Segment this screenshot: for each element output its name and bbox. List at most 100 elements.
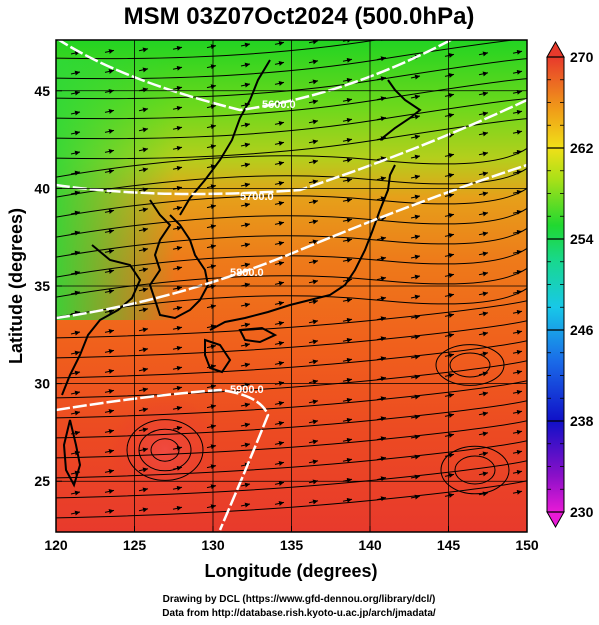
wind-arrow <box>240 382 251 388</box>
wind-arrow <box>410 394 421 400</box>
wind-arrow <box>274 41 285 46</box>
colorbar-gradient <box>547 57 564 512</box>
wind-arrow <box>138 307 149 313</box>
wind-arrow <box>410 414 421 420</box>
wind-arrow <box>274 501 285 506</box>
anticyclone-streamline <box>449 352 491 378</box>
wind-arrow <box>444 73 455 78</box>
wind-arrow <box>274 141 285 146</box>
wind-arrow <box>410 274 421 280</box>
wind-arrow <box>104 469 115 474</box>
plot-area: 120 125 130 135 140 145 150 25 30 35 40 45 5600.0 57… <box>34 39 539 553</box>
streamline <box>56 400 527 439</box>
wind-arrow <box>138 67 149 73</box>
wind-arrow <box>342 117 353 123</box>
y-tick-label: 25 <box>34 473 50 489</box>
wind-arrow <box>512 349 523 355</box>
coastline-korea <box>148 199 210 320</box>
wind-arrow <box>444 253 455 258</box>
wind-arrow <box>172 165 183 171</box>
wind-arrow <box>308 339 319 345</box>
wind-arrow <box>512 489 523 495</box>
wind-arrow <box>172 85 183 91</box>
wind-arrow <box>410 194 421 200</box>
wind-arrow <box>274 321 285 326</box>
wind-arrow <box>138 167 149 173</box>
wind-arrow <box>104 309 115 314</box>
wind-arrow <box>376 76 387 82</box>
wind-arrow <box>274 161 285 166</box>
streamline <box>56 460 527 499</box>
wind-arrow <box>104 289 115 294</box>
wind-arrow <box>512 149 523 155</box>
wind-arrow <box>512 89 523 95</box>
wind-arrow <box>172 345 183 351</box>
wind-arrow <box>70 170 81 176</box>
wind-arrow <box>478 191 489 197</box>
height-contours <box>56 40 527 531</box>
wind-arrow <box>342 497 353 503</box>
wind-arrow <box>138 407 149 413</box>
wind-arrow <box>70 70 81 76</box>
wind-arrow <box>274 121 285 126</box>
wind-arrow <box>172 285 183 291</box>
streamline <box>56 480 527 519</box>
wind-arrow <box>512 249 523 255</box>
x-tick-label: 140 <box>358 537 382 553</box>
streamline <box>56 118 527 160</box>
wind-arrow <box>70 490 81 496</box>
wind-arrow <box>308 439 319 445</box>
coastline-kyushu <box>204 338 232 374</box>
wind-arrow <box>308 459 319 465</box>
wind-arrow <box>104 69 115 74</box>
wind-arrow <box>274 81 285 86</box>
wind-arrow <box>274 421 285 426</box>
wind-arrow <box>376 216 387 222</box>
wind-arrow <box>206 404 217 410</box>
wind-arrow <box>206 124 217 130</box>
wind-arrow <box>206 424 217 430</box>
wind-arrow <box>478 71 489 77</box>
wind-arrow <box>444 293 455 298</box>
colorbar-tick-label: 270 <box>570 49 594 65</box>
wind-arrow <box>376 456 387 462</box>
wind-arrow <box>444 353 455 358</box>
anticyclone-streamline <box>435 344 505 386</box>
wind-arrow <box>172 145 183 151</box>
wind-arrow <box>342 97 353 103</box>
wind-arrow <box>376 416 387 422</box>
wind-arrow <box>138 127 149 133</box>
wind-arrow <box>342 297 353 303</box>
wind-streamlines <box>56 40 527 519</box>
wind-arrow <box>104 489 115 494</box>
wind-arrow <box>342 317 353 323</box>
wind-arrow <box>308 59 319 65</box>
wind-arrow <box>104 509 115 514</box>
wind-arrow <box>274 461 285 466</box>
colorbar-tick-label: 254 <box>570 231 594 247</box>
wind-arrow <box>104 49 115 54</box>
wind-arrow <box>512 49 523 55</box>
wind-arrow <box>308 279 319 285</box>
coastline-honshu <box>209 164 396 331</box>
wind-arrow <box>138 347 149 353</box>
wind-arrow <box>172 105 183 111</box>
wind-arrow <box>70 230 81 236</box>
wind-arrow <box>478 411 489 417</box>
coastline-hokkaido <box>379 79 422 141</box>
wind-arrow <box>342 437 353 443</box>
wind-arrow <box>274 241 285 246</box>
wind-arrow <box>512 69 523 75</box>
wind-arrow <box>206 324 217 330</box>
wind-arrow <box>138 447 149 453</box>
wind-arrow <box>240 162 251 168</box>
cyclone-streamline <box>138 428 192 472</box>
wind-arrow <box>104 209 115 214</box>
wind-arrow <box>410 114 421 120</box>
streamline <box>56 187 527 218</box>
wind-arrow <box>444 453 455 458</box>
wind-arrow <box>172 265 183 271</box>
wind-arrow <box>410 234 421 240</box>
wind-arrow <box>172 485 183 491</box>
